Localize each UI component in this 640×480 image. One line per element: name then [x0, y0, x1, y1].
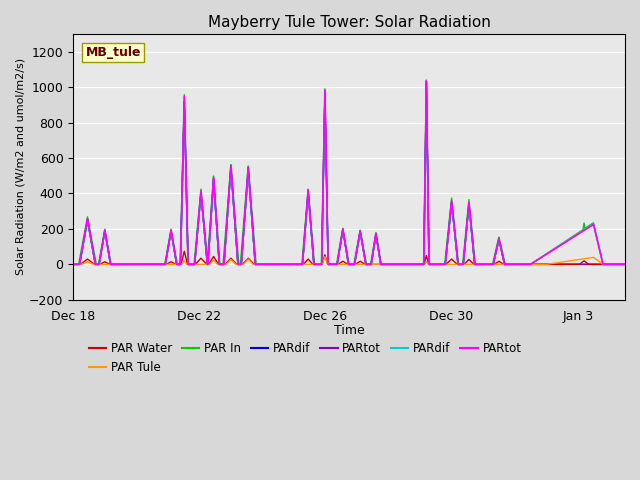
PAR Water — [428, 262, 436, 267]
PARtot — [621, 262, 629, 267]
Title: Mayberry Tule Tower: Solar Radiation: Mayberry Tule Tower: Solar Radiation — [208, 15, 491, 30]
PAR In — [481, 262, 489, 267]
PAR Water — [280, 262, 288, 267]
PAR Tule — [621, 262, 629, 267]
PARtot — [170, 242, 177, 248]
X-axis label: Time: Time — [333, 324, 365, 337]
Line: PARtot: PARtot — [73, 81, 625, 264]
PAR Water — [481, 262, 489, 267]
Line: PAR Water: PAR Water — [73, 252, 625, 264]
PARtot — [280, 262, 288, 267]
PAR Tule — [523, 262, 531, 267]
PARdif — [280, 262, 288, 267]
PAR Tule — [481, 262, 489, 267]
PARdif — [170, 242, 177, 248]
PAR In — [280, 262, 288, 267]
PARtot — [523, 262, 531, 267]
PARdif — [523, 262, 531, 267]
PAR Tule — [170, 262, 177, 267]
PARtot — [422, 78, 430, 84]
PARtot — [481, 262, 489, 267]
Line: PARdif: PARdif — [73, 87, 625, 264]
PAR In — [69, 262, 77, 267]
PARdif — [422, 87, 430, 93]
PAR Tule — [428, 262, 436, 267]
PARdif — [481, 262, 489, 267]
PAR Water — [170, 260, 177, 266]
PAR In — [428, 262, 436, 267]
PAR Water — [69, 262, 77, 267]
PARtot — [69, 262, 77, 267]
PARdif — [280, 262, 288, 267]
Legend: PAR Water, PAR Tule, PAR In, PARdif, PARtot, PARdif, PARtot: PAR Water, PAR Tule, PAR In, PARdif, PAR… — [84, 337, 526, 379]
PAR In — [170, 240, 177, 246]
Line: PAR Tule: PAR Tule — [73, 257, 625, 264]
PARdif — [481, 262, 489, 267]
PARdif — [428, 262, 436, 267]
PARdif — [428, 262, 436, 267]
PAR Water — [523, 262, 531, 267]
PAR Tule — [280, 262, 288, 267]
Line: PAR In: PAR In — [73, 80, 625, 264]
PAR Tule — [69, 262, 77, 267]
PAR Tule — [321, 254, 329, 260]
Text: MB_tule: MB_tule — [85, 46, 141, 59]
PAR In — [523, 262, 531, 267]
PAR Water — [180, 249, 188, 254]
PARtot — [523, 262, 531, 267]
PARtot — [428, 262, 436, 267]
PARtot — [280, 262, 288, 267]
PARtot — [400, 262, 408, 267]
PAR Water — [401, 262, 408, 267]
PARdif — [69, 262, 77, 267]
Line: PARdif: PARdif — [73, 90, 625, 264]
PAR In — [422, 77, 430, 83]
PARdif — [69, 262, 77, 267]
PARtot — [400, 262, 408, 267]
PARtot — [170, 242, 177, 248]
PARdif — [621, 262, 629, 267]
PARtot — [481, 262, 489, 267]
PARdif — [621, 262, 629, 267]
PAR In — [400, 262, 408, 267]
Line: PARtot: PARtot — [73, 87, 625, 264]
PARdif — [523, 262, 531, 267]
PAR In — [621, 262, 629, 267]
PARtot — [69, 262, 77, 267]
PAR Tule — [401, 262, 408, 267]
PARdif — [400, 262, 408, 267]
PARtot — [621, 262, 629, 267]
PARdif — [170, 243, 177, 249]
PAR Water — [621, 262, 629, 267]
PARdif — [400, 262, 408, 267]
PARdif — [422, 84, 430, 90]
PARtot — [422, 84, 430, 90]
Y-axis label: Solar Radiation (W/m2 and umol/m2/s): Solar Radiation (W/m2 and umol/m2/s) — [15, 59, 25, 276]
PARtot — [428, 262, 436, 267]
